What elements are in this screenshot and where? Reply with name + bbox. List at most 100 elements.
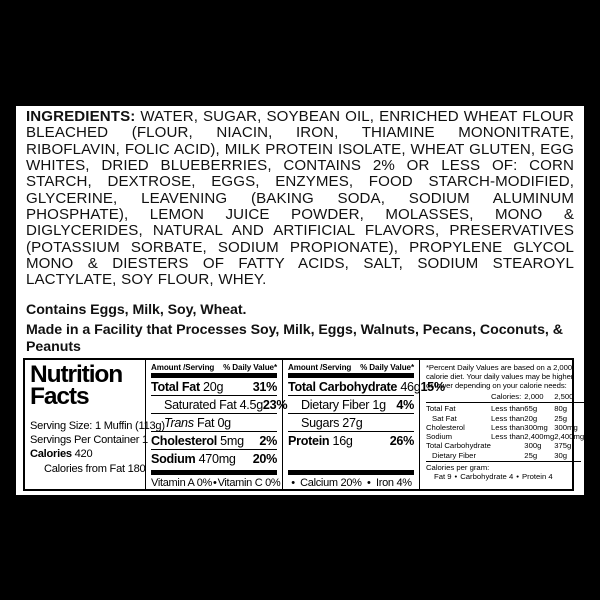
calories-per-gram-value: Protein 4 xyxy=(521,472,553,482)
nutrient-row: Saturated Fat 4.5g 23% xyxy=(151,396,288,413)
nutrient-row: Sugars 27g xyxy=(288,414,414,431)
daily-values-row: Sodium Less than 2,400mg 2,400mg xyxy=(426,432,584,441)
daily-values-intro-text: *Percent Daily Values are based on a 2,0… xyxy=(426,363,574,391)
dv-row-qualifier: Less than xyxy=(490,432,525,442)
amount-serving-label-left: Amount /Serving xyxy=(151,363,215,372)
allergen-facility-statement: Made in a Facility that Processes Soy, M… xyxy=(26,321,563,356)
daily-values-row: Cholesterol Less than 300mg 300mg xyxy=(426,423,584,432)
rule-thick-right xyxy=(288,373,414,378)
calories-line: Calories 420 xyxy=(30,447,139,461)
calories-per-gram-value: Carbohydrate 4 xyxy=(460,472,514,482)
allergen-block: Contains Eggs, Milk, Soy, Wheat. Made in… xyxy=(26,302,578,357)
nutrient-name-amount: Cholesterol 5mg xyxy=(151,433,244,448)
nutrients-column-right: Amount /Serving % Daily Value* Total Car… xyxy=(283,360,445,489)
amount-header-left: Amount /Serving % Daily Value* xyxy=(151,360,277,373)
dv-row-name: Total Fat xyxy=(426,404,456,414)
dv-row-qualifier xyxy=(491,441,524,450)
rule xyxy=(426,402,584,404)
dv-row-name: Total Carbohydrate xyxy=(426,441,491,451)
dv-header-blank xyxy=(426,392,491,402)
nutrient-row-divider xyxy=(151,431,277,432)
ingredients-block: INGREDIENTS: WATER, SUGAR, SOYBEAN OIL, … xyxy=(26,108,574,289)
nutrients-column-left: Amount /Serving % Daily Value* Total Fat… xyxy=(146,360,288,489)
dv-header-2500: 2,500 xyxy=(554,391,574,401)
nutrient-name-bold: Sodium xyxy=(151,451,196,466)
daily-value-label-left: % Daily Value* xyxy=(223,363,277,372)
nutrient-row-divider xyxy=(288,413,414,414)
daily-values-footnote-column: *Percent Daily Values are based on a 2,0… xyxy=(420,360,584,489)
nutrient-name-amount: Total Carbohydrate 46g xyxy=(288,379,421,394)
bullet-separator-icon: • xyxy=(213,477,217,489)
allergen-contains-statement: Contains Eggs, Milk, Soy, Wheat. xyxy=(26,302,247,318)
daily-values-row: Total Fat Less than 65g 80g xyxy=(426,404,584,413)
serving-size-line: Serving Size: 1 Muffin (113g) xyxy=(30,420,165,432)
dv-row-name: Cholesterol xyxy=(426,422,465,432)
daily-values-row: Sat Fat Less than 20g 25g xyxy=(426,414,584,423)
rule-thick-left xyxy=(151,373,277,378)
vitamin-value: Vitamin C 0% xyxy=(217,477,281,489)
nutrient-daily-value: 2% xyxy=(259,433,277,448)
vitamin-value: Calcium 20% xyxy=(300,477,362,489)
nutrient-daily-value: 31% xyxy=(252,379,278,394)
dv-row-name: Sodium xyxy=(426,432,453,442)
dv-row-value-2500: 80g xyxy=(554,404,568,414)
dv-header-calories: Calories: xyxy=(490,391,522,401)
nutrient-name-italic: Trans xyxy=(164,415,194,430)
nutrition-label-panel: INGREDIENTS: WATER, SUGAR, SOYBEAN OIL, … xyxy=(16,106,584,495)
spacer-right xyxy=(288,449,414,470)
daily-values-row: Dietary Fiber 25g 30g xyxy=(426,451,584,460)
servings-per-container-line: Servings Per Container 1 xyxy=(30,434,148,447)
ingredients-lead-label: INGREDIENTS: xyxy=(26,108,136,125)
nutrient-row-divider xyxy=(288,431,414,432)
nutrient-daily-value: 23% xyxy=(262,397,288,412)
dv-row-value-2000: 25g xyxy=(524,450,538,460)
nutrition-facts-box: Nutrition Facts Serving Size: 1 Muffin (… xyxy=(23,358,584,491)
dv-header-2000: 2,000 xyxy=(524,391,544,401)
nutrient-rows-right: Total Carbohydrate 46g 15% Dietary Fiber 1… xyxy=(288,378,445,449)
nutrient-daily-value: 4% xyxy=(396,397,414,412)
rule-thick-vitamins-left xyxy=(151,470,277,475)
nutrient-name-amount: Dietary Fiber 1g xyxy=(301,397,386,412)
vitamin-value: Iron 4% xyxy=(375,477,412,489)
amount-serving-label-right: Amount /Serving xyxy=(288,363,352,372)
dv-row-qualifier xyxy=(491,451,524,460)
nutrient-row: Protein 16g 26% xyxy=(288,432,414,449)
dv-row-value-2500: 30g xyxy=(554,450,568,460)
nutrient-name-amount: Sodium 470mg xyxy=(151,451,236,466)
nutrient-row-divider xyxy=(288,395,414,396)
daily-value-label-right: % Daily Value* xyxy=(360,363,414,372)
dv-row-value-2000: 20g xyxy=(524,413,538,423)
dv-row-value-2000: 300g xyxy=(524,441,542,451)
nutrient-row: Sodium 470mg 20% xyxy=(151,450,277,467)
nutrient-name-amount: Protein 16g xyxy=(288,433,353,448)
nutrient-name-bold: Total Carbohydrate xyxy=(288,379,398,394)
dv-row-qualifier: Less than xyxy=(490,413,525,423)
dv-row-value-2000: 300mg xyxy=(524,422,548,432)
nutrient-name-bold: Cholesterol xyxy=(151,433,217,448)
calories-per-gram-label: Calories per gram: xyxy=(426,462,490,472)
amount-header-right: Amount /Serving % Daily Value* xyxy=(288,360,414,373)
dv-row-qualifier: Less than xyxy=(490,422,525,432)
dv-row-value-2000: 65g xyxy=(524,404,538,414)
footnote-divider-rule xyxy=(426,461,581,462)
dv-row-name: Dietary Fiber xyxy=(432,450,477,460)
calories-value: 420 xyxy=(74,448,93,461)
nutrient-daily-value: 26% xyxy=(389,433,415,448)
nutrient-name-amount: Saturated Fat 4.5g xyxy=(164,397,263,412)
daily-values-header-rule-row xyxy=(426,401,584,404)
nutrient-daily-value: 15% xyxy=(420,379,445,394)
bullet-separator-icon: • xyxy=(291,477,295,489)
bullet-separator-icon: • xyxy=(367,477,371,489)
nutrient-row: Trans Fat 0g xyxy=(151,414,277,431)
rule-thick-vitamins-right xyxy=(288,470,414,475)
daily-values-header-row: Calories: 2,000 2,500 xyxy=(426,392,584,402)
bullet-separator-icon: • xyxy=(454,472,458,482)
nutrient-row-divider xyxy=(151,449,277,450)
nutrition-facts-title-column: Nutrition Facts Serving Size: 1 Muffin (… xyxy=(25,360,165,489)
nutrient-row-divider xyxy=(151,413,277,414)
vitamins-row-right: • Calcium 20% • Iron 4% xyxy=(288,475,414,489)
nutrient-row: Total Carbohydrate 46g 15% xyxy=(288,378,445,395)
daily-values-header-rule xyxy=(426,401,584,404)
nutrient-row: Total Fat 20g 31% xyxy=(151,378,277,395)
dv-row-value-2500: 25g xyxy=(554,413,568,423)
